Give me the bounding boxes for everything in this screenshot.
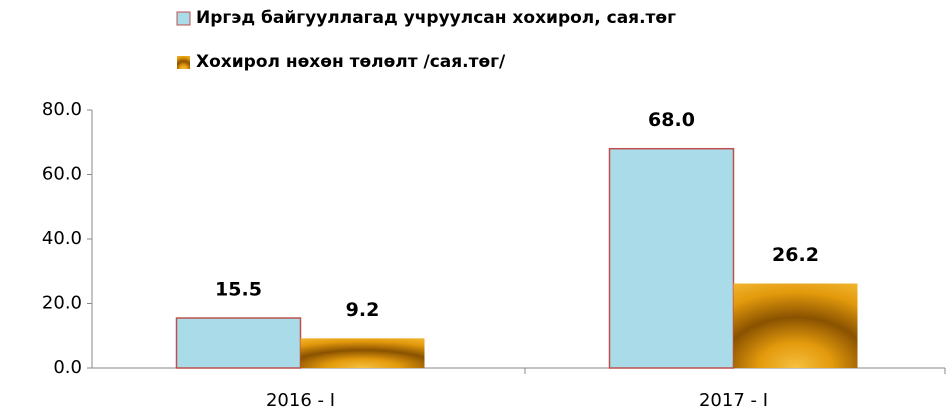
value-label: 15.5 (215, 279, 262, 301)
legend-swatch (176, 11, 191, 26)
bar (300, 338, 425, 368)
bar (175, 317, 302, 369)
bar (608, 147, 735, 369)
legend-swatch (177, 56, 190, 69)
y-tick-label: 0.0 (53, 357, 82, 378)
legend-label: Иргэд байгууллагад учруулсан хохирол, са… (196, 8, 676, 28)
y-tick-label: 40.0 (42, 228, 82, 249)
value-label: 9.2 (346, 299, 380, 321)
y-tick-label: 20.0 (42, 293, 82, 314)
legend-label: Хохирол нөхөн төлөлт /сая.төг/ (196, 52, 506, 72)
value-label: 26.2 (772, 244, 819, 266)
bar (733, 283, 858, 368)
y-tick-label: 80.0 (42, 99, 82, 120)
y-tick-label: 60.0 (42, 164, 82, 185)
x-tick-label: 2017 - I (699, 390, 768, 411)
x-tick-label: 2016 - I (266, 390, 335, 411)
value-label: 68.0 (648, 109, 695, 131)
